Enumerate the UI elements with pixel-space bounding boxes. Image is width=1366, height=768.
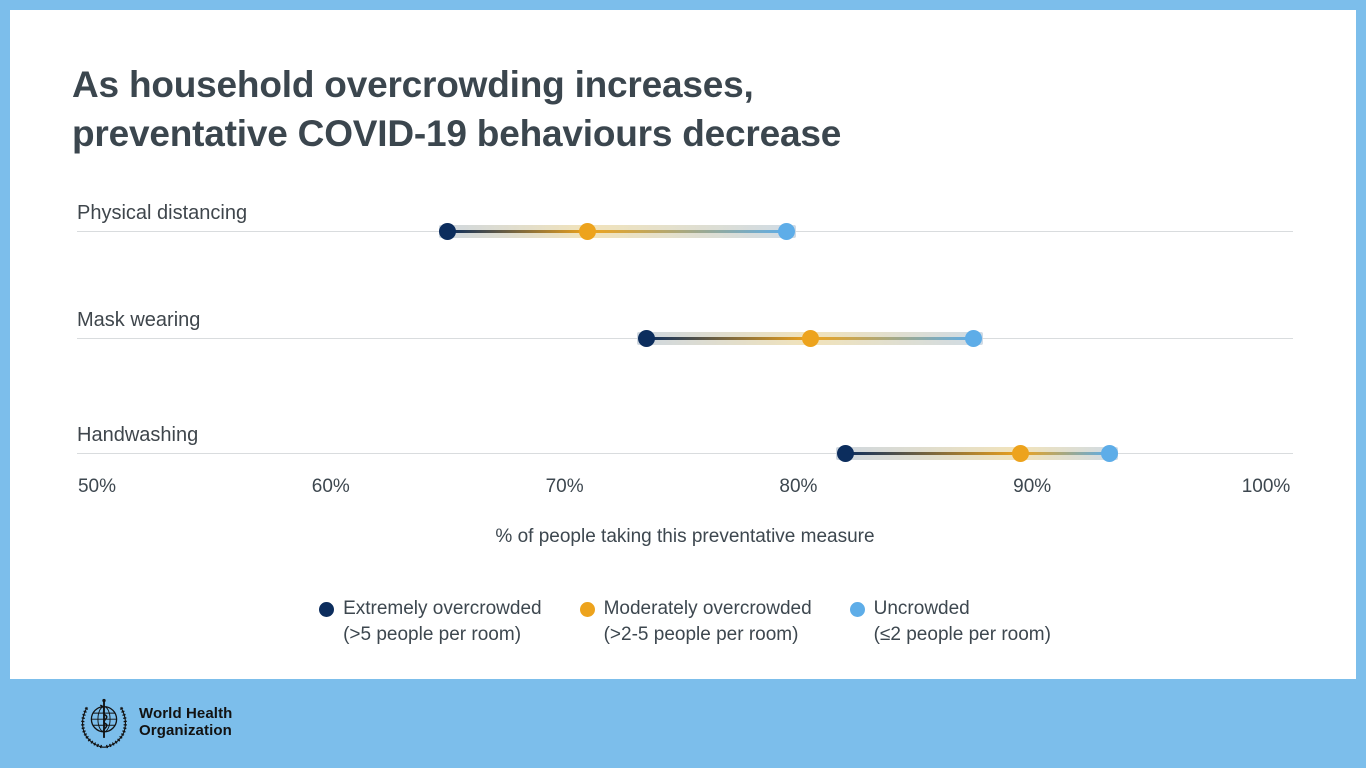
x-tick-label: 90% (1013, 476, 1052, 497)
legend-label: Extremely overcrowded (>5 people per room… (343, 596, 542, 648)
row-gridline (77, 453, 1293, 454)
data-dot-extremely (836, 444, 854, 462)
legend-item: Moderately overcrowded (>2-5 people per r… (579, 596, 812, 648)
who-logo: World Health Organization (76, 694, 232, 750)
category-label: Physical distancing (77, 202, 248, 224)
legend-dot-icon (579, 602, 595, 617)
legend-item: Uncrowded (≤2 people per room) (849, 596, 1051, 648)
who-logo-line2: Organization (139, 722, 232, 739)
data-dot-moderately (579, 222, 597, 240)
who-logo-line1: World Health (139, 705, 233, 722)
legend-label-line1: Uncrowded (873, 598, 970, 619)
x-tick-label: 60% (311, 476, 350, 497)
row-connector-line (447, 230, 787, 233)
legend-dot-icon (849, 602, 865, 617)
category-label: Handwashing (77, 424, 199, 446)
who-logo-text: World Health Organization (139, 705, 232, 739)
x-tick-label: 70% (545, 476, 584, 497)
legend-label: Moderately overcrowded (>2-5 people per r… (604, 596, 812, 648)
chart-title-line1: As household overcrowding increases, (72, 64, 754, 105)
x-axis-label: % of people taking this preventative mea… (495, 526, 875, 547)
data-dot-extremely (637, 329, 655, 347)
x-tick-label: 100% (1241, 476, 1291, 497)
data-dot-uncrowded (778, 222, 796, 240)
data-dot-moderately (801, 329, 819, 347)
data-dot-uncrowded (965, 329, 983, 347)
legend: Extremely overcrowded (>5 people per room… (77, 596, 1293, 648)
data-dot-moderately (1012, 444, 1029, 462)
legend-label-line2: (>2-5 people per room) (603, 624, 799, 645)
data-dot-extremely (439, 222, 457, 240)
category-label: Mask wearing (77, 309, 201, 331)
legend-label-line1: Moderately overcrowded (603, 598, 812, 619)
legend-item: Extremely overcrowded (>5 people per room… (319, 596, 542, 648)
legend-label: Uncrowded (≤2 people per room) (874, 596, 1051, 648)
chart-title: As household overcrowding increases, pre… (72, 60, 841, 158)
who-emblem-icon (81, 698, 127, 749)
chart-title-line2: preventative COVID-19 behaviours decreas… (72, 113, 842, 154)
data-dot-uncrowded (1100, 444, 1118, 462)
legend-label-line1: Extremely overcrowded (343, 598, 542, 619)
row-connector-line (845, 452, 1110, 455)
legend-label-line2: (>5 people per room) (343, 624, 522, 645)
legend-label-line2: (≤2 people per room) (873, 624, 1051, 645)
dumbbell-plot: Physical distancing Mask wearing Handwashi… (10, 10, 1356, 679)
x-tick-label: 80% (779, 476, 818, 497)
x-tick-label: 50% (77, 476, 117, 497)
chart-card: As household overcrowding increases, pre… (10, 10, 1356, 679)
legend-dot-icon (319, 602, 335, 617)
